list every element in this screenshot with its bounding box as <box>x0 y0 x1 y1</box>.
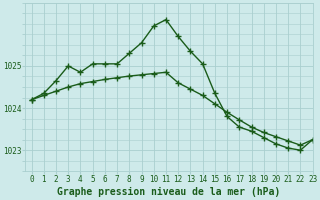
X-axis label: Graphe pression niveau de la mer (hPa): Graphe pression niveau de la mer (hPa) <box>57 187 281 197</box>
